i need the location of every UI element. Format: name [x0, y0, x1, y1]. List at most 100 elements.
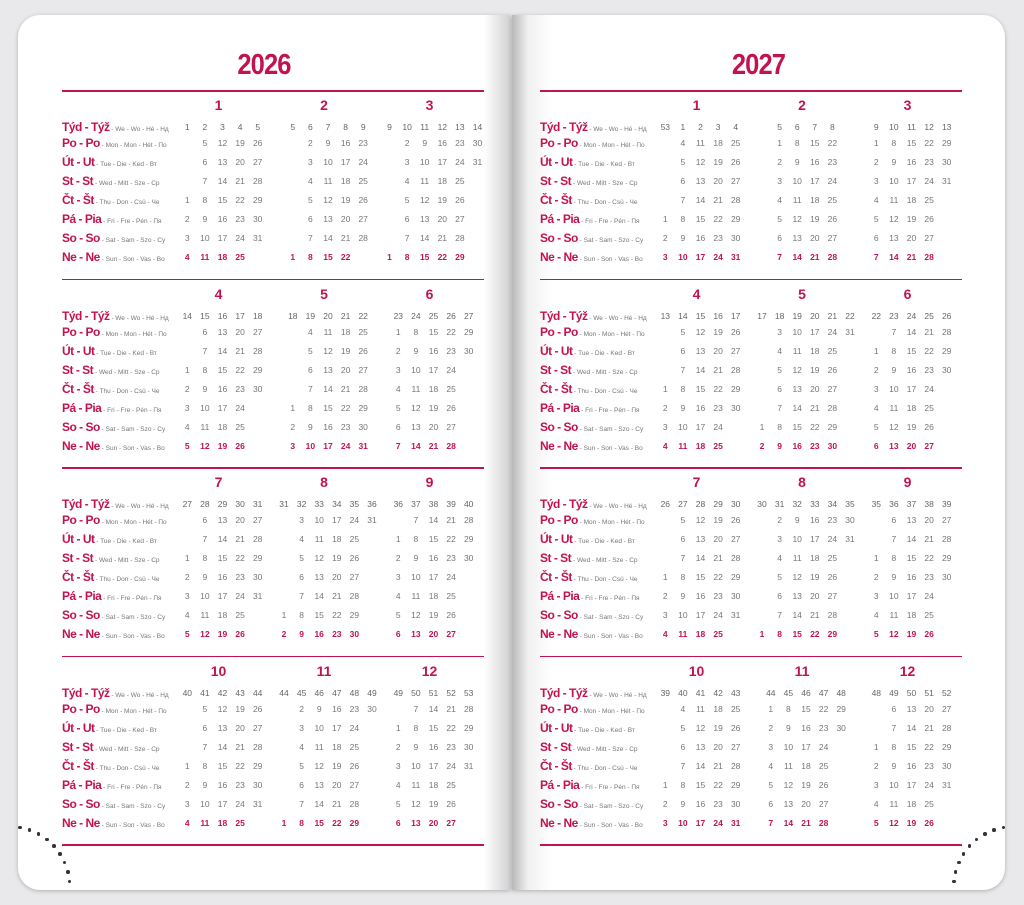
date: 3 [777, 534, 782, 544]
date: 4 [299, 534, 304, 544]
date: 22 [713, 572, 723, 582]
sunday-date: 1 [290, 252, 296, 262]
date: 8 [794, 138, 800, 148]
sunday-date: 20 [428, 629, 439, 639]
date: 1 [395, 722, 401, 733]
row-label: Týd - Týž - We - Wo - Hé - Нд [540, 497, 647, 514]
week-number: 19 [792, 310, 802, 321]
date: 7 [202, 534, 208, 544]
date: 20 [235, 157, 245, 167]
date: 15 [801, 703, 811, 714]
date: 4 [680, 703, 686, 714]
binding-dot-icon [62, 860, 67, 865]
date: 9 [202, 572, 208, 582]
binding-dot-icon [45, 837, 49, 842]
date: 30 [941, 364, 952, 375]
date: 29 [349, 610, 360, 620]
date: 20 [810, 591, 820, 601]
date: 9 [202, 214, 208, 224]
row-label-sub: - Sat - Sam - Szo - Су [99, 237, 166, 244]
date: 4 [873, 610, 879, 620]
date: 23 [446, 741, 456, 752]
date: 20 [428, 421, 439, 432]
date: 25 [924, 402, 934, 413]
sunday-date: 9 [299, 629, 304, 639]
date: 10 [419, 157, 430, 167]
date: 17 [217, 591, 228, 601]
date: 26 [358, 195, 368, 205]
date: 20 [437, 214, 448, 224]
date: 19 [810, 214, 820, 224]
month-heading: 6 [903, 285, 912, 302]
week-number: 4 [237, 122, 243, 132]
row-label-main: Pá - Pia [62, 212, 102, 226]
date: 2 [184, 383, 190, 394]
date: 4 [395, 383, 401, 394]
week-number: 49 [367, 687, 377, 698]
date: 7 [308, 233, 313, 243]
row-label-main: So - So [540, 419, 578, 434]
date: 18 [332, 741, 342, 752]
date: 1 [281, 610, 287, 620]
row-label-main: Čt - Št [540, 570, 572, 584]
date: 20 [235, 326, 245, 337]
date: 19 [235, 703, 245, 714]
week-number: 35 [871, 499, 882, 509]
date: 11 [696, 703, 705, 714]
row-label-main: So - So [540, 231, 578, 245]
date: 13 [792, 233, 802, 243]
date: 22 [818, 703, 829, 714]
binding-dot-icon [52, 844, 56, 848]
sunday-date: 18 [695, 629, 706, 639]
calendar-grid: Týd - Týž - We - Wo - Hé - Нд Po - Po - M… [540, 15, 962, 890]
date: 23 [924, 760, 934, 771]
date: 16 [428, 553, 439, 563]
date: 19 [332, 553, 342, 563]
week-number: 28 [695, 499, 706, 509]
row-label-main: Ne - Ne [540, 250, 578, 264]
sunday-date: 15 [314, 817, 324, 828]
right-page-2027: 2027 Týd - Týž - We - Wo - Hé - Нд Po - P… [512, 15, 1005, 890]
date: 21 [340, 233, 351, 243]
date: 26 [827, 214, 838, 224]
date: 30 [730, 591, 741, 601]
date: 19 [810, 572, 820, 582]
date: 4 [308, 176, 313, 186]
week-number: 12 [437, 122, 448, 132]
row-label-sub: - Fri - Fre - Pén - Пя [101, 406, 162, 414]
week-number: 27 [463, 310, 474, 321]
date: 15 [906, 741, 917, 752]
sunday-date: 22 [340, 252, 351, 262]
sunday-date: 4 [662, 440, 668, 451]
sunday-date: 24 [713, 817, 723, 828]
date: 26 [446, 402, 456, 413]
binding-dot-icon [36, 832, 41, 836]
date: 23 [235, 572, 245, 582]
row-label: Týd - Týž - We - Wo - Hé - Нд [62, 497, 169, 514]
date: 9 [680, 233, 686, 243]
row-label-sub: - We - Wo - Hé - Нд [587, 126, 647, 133]
date: 7 [680, 760, 686, 771]
date: 17 [906, 176, 917, 186]
row-label: Ne - Ne - Sun - Son - Vas - Во [540, 816, 643, 833]
date: 12 [792, 214, 802, 224]
week-number: 24 [411, 310, 421, 321]
sunday-date: 16 [314, 629, 324, 639]
date: 12 [695, 157, 706, 167]
date: 16 [906, 157, 917, 167]
week-number: 17 [235, 310, 245, 321]
month-heading: 8 [320, 474, 328, 490]
row-label-main: Po - Po [62, 136, 100, 150]
date: 20 [713, 741, 723, 752]
date: 12 [411, 798, 421, 809]
date: 6 [308, 364, 313, 375]
row-label: Ne - Ne - Sun - Son - Vas - Во [62, 250, 165, 267]
date: 13 [323, 364, 333, 375]
date: 7 [413, 515, 419, 525]
date: 24 [924, 176, 934, 186]
date: 13 [323, 214, 333, 224]
sunday-date: 22 [437, 252, 448, 262]
week-number: 21 [827, 310, 838, 321]
date: 10 [792, 534, 802, 544]
date: 7 [202, 345, 208, 356]
